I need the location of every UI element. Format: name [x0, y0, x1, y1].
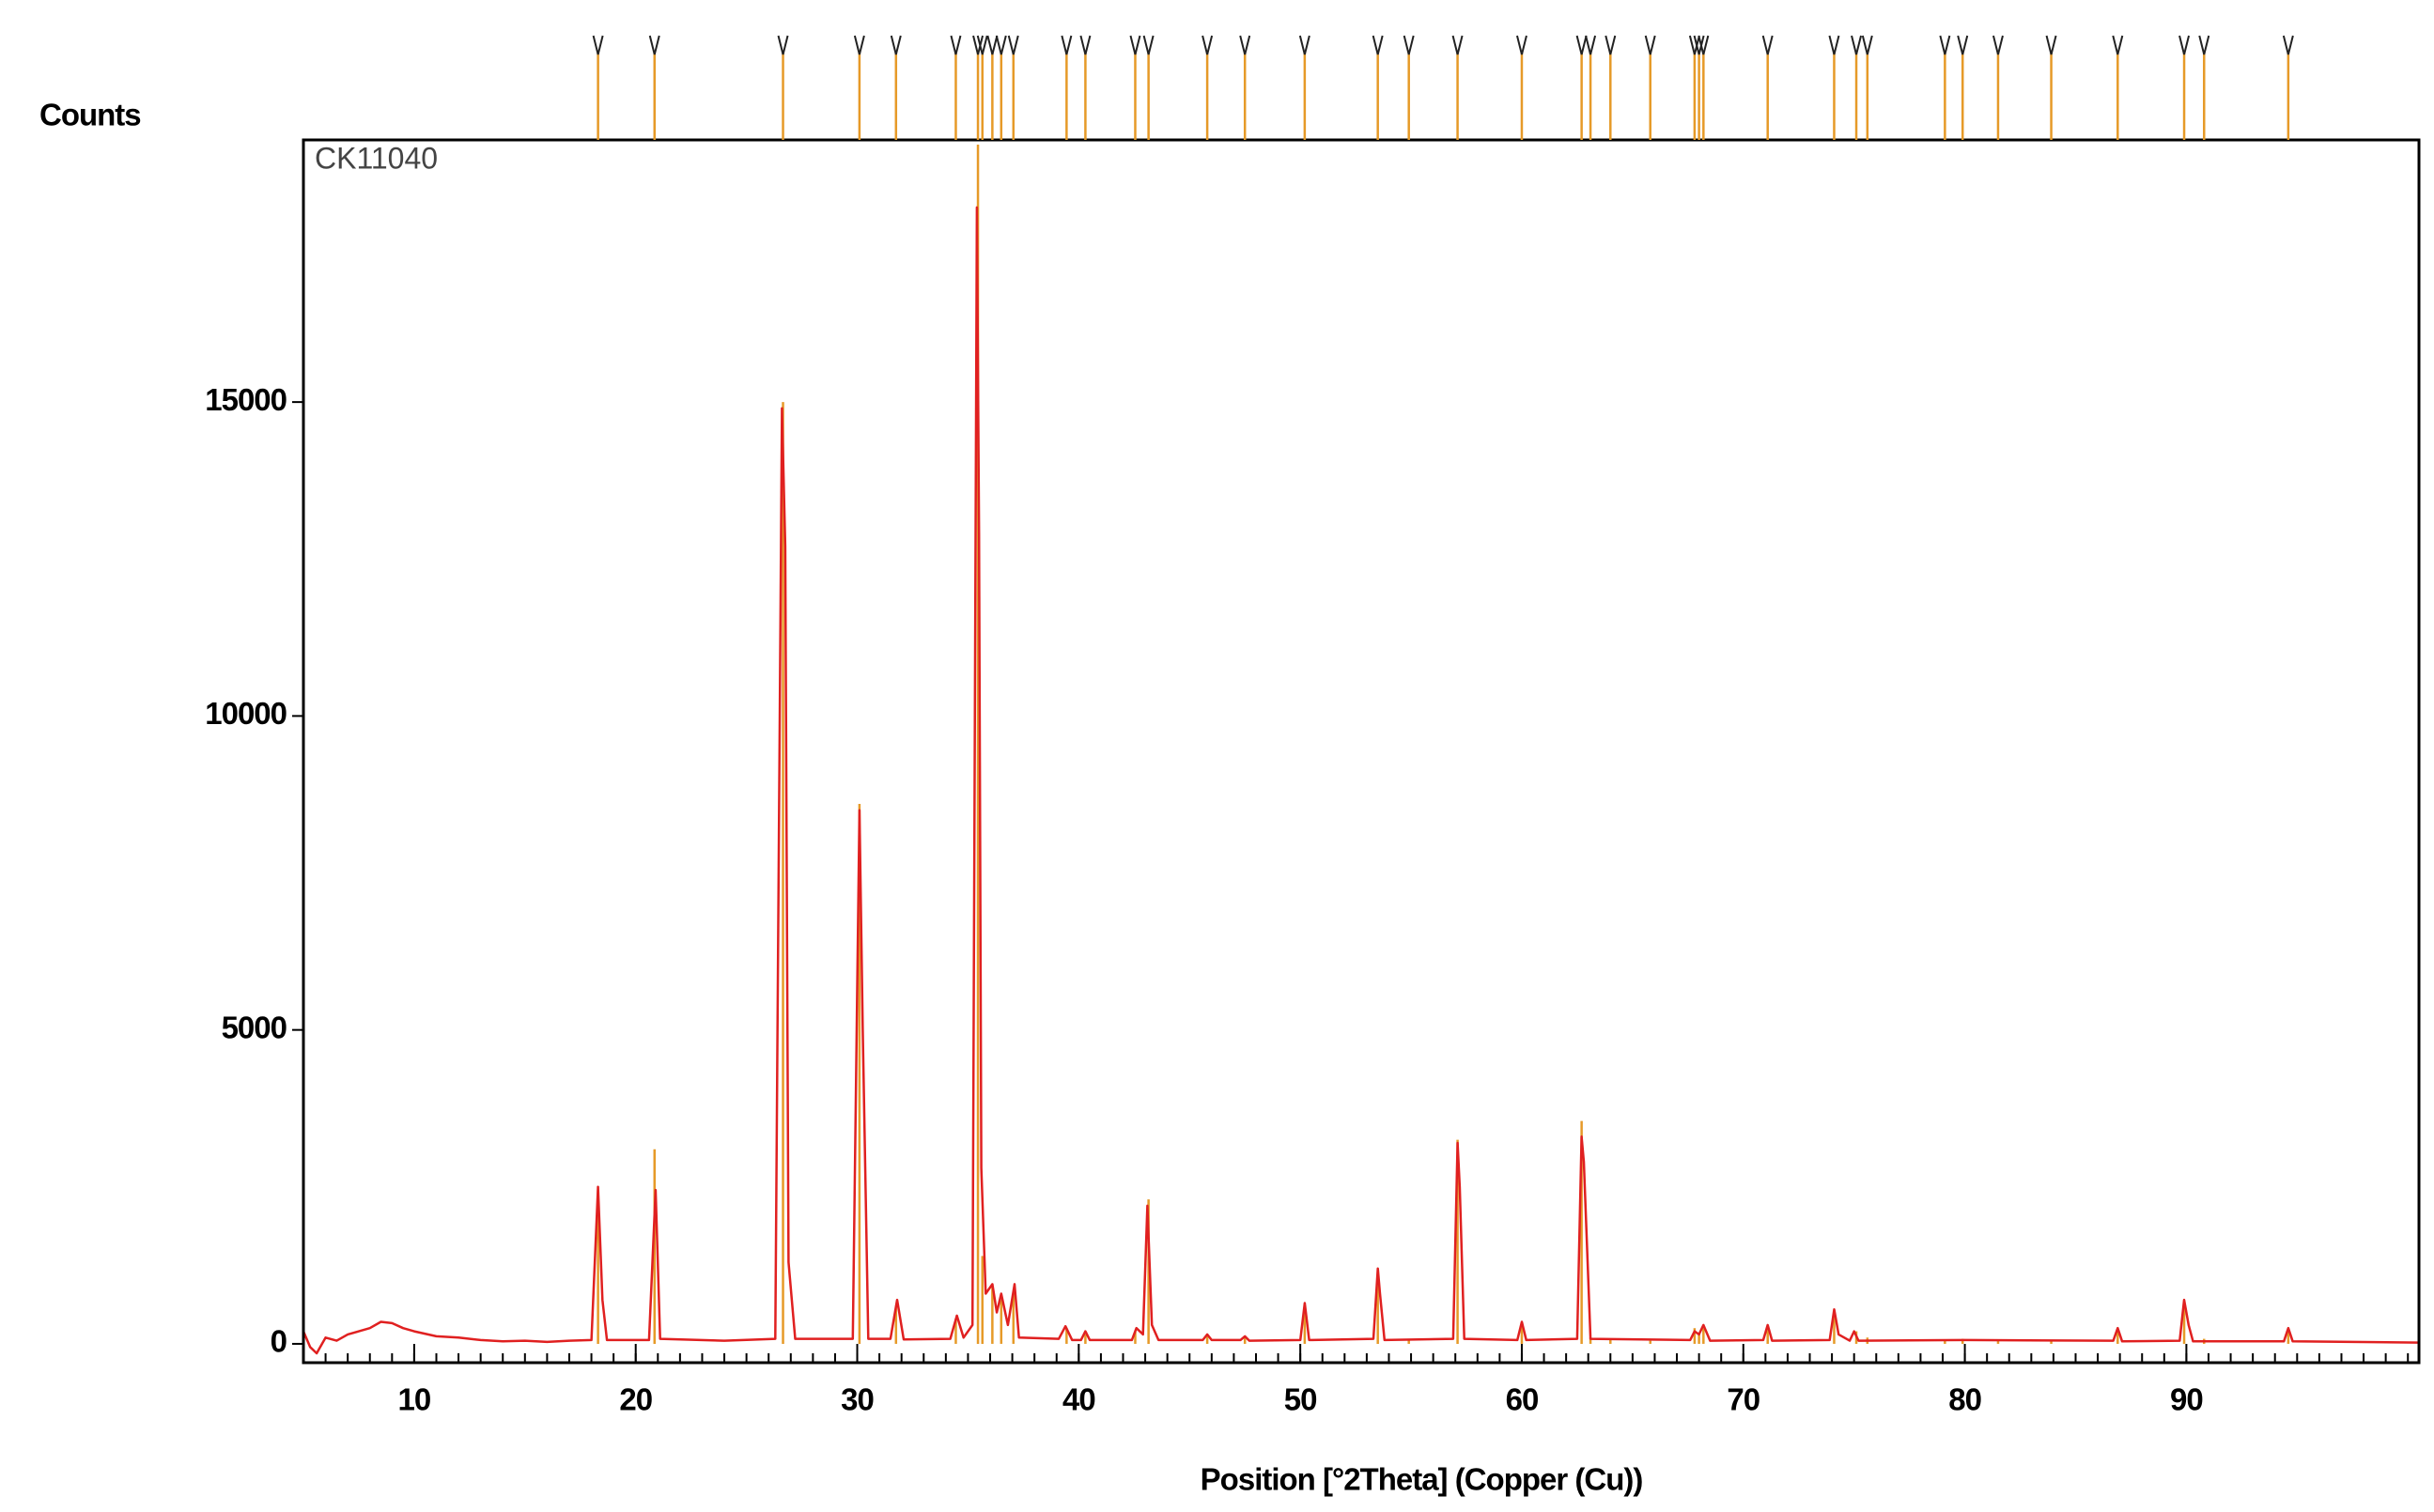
reference-marker — [1698, 35, 1710, 55]
reference-marker — [853, 35, 865, 55]
reference-marker — [2112, 35, 2124, 55]
x-tick-label: 90 — [2170, 1382, 2203, 1417]
reference-marker — [592, 35, 604, 55]
reference-marker — [1861, 35, 1873, 55]
x-axis-label: Position [°2Theta] (Copper (Cu)) — [1201, 1462, 1643, 1497]
reference-marker — [976, 35, 988, 55]
y-axis-label: Counts — [39, 98, 141, 132]
reference-marker — [1992, 35, 2004, 55]
reference-marker — [950, 35, 962, 55]
reference-marker — [1605, 35, 1617, 55]
reference-marker — [777, 35, 789, 55]
reference-marker — [1761, 35, 1774, 55]
reference-marker — [1515, 35, 1527, 55]
reference-marker — [1644, 35, 1656, 55]
x-tick-label: 30 — [841, 1382, 874, 1417]
reference-marker — [1939, 35, 1951, 55]
x-tick-label: 70 — [1727, 1382, 1760, 1417]
reference-marker — [2178, 35, 2191, 55]
reference-marker — [648, 35, 660, 55]
y-tick-label: 5000 — [222, 1010, 287, 1044]
sample-label: CK11040 — [315, 141, 438, 175]
pattern-line — [302, 206, 2420, 1355]
reference-marker — [1451, 35, 1464, 55]
reference-marker — [1061, 35, 1073, 55]
reference-marker — [2282, 35, 2294, 55]
reference-marker — [2198, 35, 2210, 55]
reference-marker — [1142, 35, 1155, 55]
x-tick-label: 40 — [1062, 1382, 1095, 1417]
x-tick-label: 50 — [1284, 1382, 1317, 1417]
x-tick-label: 20 — [619, 1382, 652, 1417]
x-tick-label: 80 — [1948, 1382, 1981, 1417]
y-tick-label: 15000 — [205, 382, 287, 417]
x-tick-label: 60 — [1506, 1382, 1539, 1417]
reference-marker — [972, 35, 984, 55]
reference-marker — [986, 35, 999, 55]
reference-marker — [1403, 35, 1415, 55]
reference-marker — [1957, 35, 1969, 55]
reference-marker — [1693, 35, 1705, 55]
reference-marker — [1129, 35, 1141, 55]
y-tick-label: 10000 — [205, 696, 287, 731]
reference-marker — [1298, 35, 1310, 55]
reference-marker — [890, 35, 902, 55]
reference-marker — [1239, 35, 1251, 55]
reference-marker — [1372, 35, 1384, 55]
y-tick-label: 0 — [271, 1324, 287, 1359]
reference-marker — [995, 35, 1007, 55]
x-tick-label: 10 — [398, 1382, 431, 1417]
reference-marker — [1007, 35, 1019, 55]
reference-marker — [1828, 35, 1840, 55]
reference-marker — [1575, 35, 1588, 55]
reference-marker — [1688, 35, 1700, 55]
reference-marker — [1079, 35, 1092, 55]
reference-marker — [1585, 35, 1597, 55]
plot-frame — [302, 138, 2421, 1365]
reference-marker — [1851, 35, 1863, 55]
reference-marker — [2045, 35, 2057, 55]
reference-marker — [1201, 35, 1214, 55]
plot-area — [302, 145, 2420, 1355]
